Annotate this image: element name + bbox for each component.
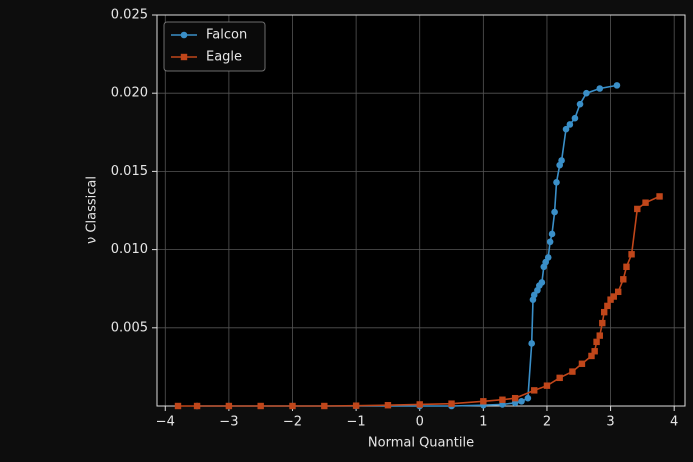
marker <box>591 348 598 355</box>
marker <box>180 53 188 61</box>
marker <box>193 402 201 410</box>
legend-label: Eagle <box>206 50 242 65</box>
x-axis-label: Normal Quantile <box>368 436 474 451</box>
x-tick-label: 1 <box>479 415 487 430</box>
x-tick-label: −3 <box>219 415 238 430</box>
x-tick-label: −1 <box>347 415 366 430</box>
marker <box>544 254 552 261</box>
marker <box>448 400 455 407</box>
marker <box>551 208 558 216</box>
marker <box>610 293 617 300</box>
marker <box>596 332 603 339</box>
x-tick-label: 4 <box>670 415 678 430</box>
legend: Falcon Eagle <box>163 21 266 72</box>
plot-area <box>157 15 685 406</box>
x-tick-label: −4 <box>156 415 175 430</box>
marker <box>352 402 360 409</box>
marker <box>623 263 630 271</box>
marker <box>588 352 595 360</box>
marker <box>596 85 604 92</box>
x-tick-label: 3 <box>606 415 614 430</box>
marker <box>548 230 556 238</box>
marker <box>538 279 546 286</box>
y-tick-label: 0.010 <box>111 242 148 257</box>
marker <box>289 402 296 410</box>
marker <box>384 402 392 409</box>
marker <box>604 302 611 310</box>
y-tick-label: 0.015 <box>111 164 148 179</box>
marker <box>480 398 487 405</box>
x-tick-label: 0 <box>416 415 424 430</box>
marker <box>620 276 627 283</box>
series-line <box>178 195 660 407</box>
marker <box>499 396 506 403</box>
marker <box>576 100 584 108</box>
marker <box>613 82 621 89</box>
marker <box>569 368 576 375</box>
marker <box>553 179 560 186</box>
marker <box>511 394 519 402</box>
marker <box>599 319 606 327</box>
marker <box>546 238 554 246</box>
marker <box>634 205 641 213</box>
y-tick-label: 0.025 <box>111 8 148 23</box>
x-tick-label: −2 <box>283 415 302 430</box>
y-tick-label: 0.020 <box>111 86 148 101</box>
marker <box>558 157 565 164</box>
marker <box>642 199 649 206</box>
marker <box>601 308 608 316</box>
marker <box>593 338 600 346</box>
marker <box>524 394 532 402</box>
legend-label: Falcon <box>206 28 247 43</box>
marker <box>556 374 563 382</box>
marker <box>257 402 264 410</box>
marker <box>321 402 328 410</box>
marker <box>530 291 538 299</box>
marker <box>416 401 423 408</box>
marker <box>615 288 622 296</box>
marker <box>628 251 635 258</box>
marker <box>656 193 663 200</box>
marker <box>531 387 538 394</box>
marker <box>578 360 586 367</box>
y-axis-label: ν Classical <box>85 176 100 244</box>
marker <box>566 121 574 128</box>
marker <box>225 402 233 410</box>
marker <box>562 125 570 133</box>
marker <box>543 382 551 389</box>
marker <box>180 31 188 39</box>
marker <box>528 340 535 347</box>
marker <box>518 398 525 405</box>
y-tick-label: 0.005 <box>111 320 148 335</box>
marker <box>583 89 590 97</box>
marker <box>174 402 182 410</box>
x-tick-label: 2 <box>543 415 551 430</box>
marker <box>571 114 579 122</box>
